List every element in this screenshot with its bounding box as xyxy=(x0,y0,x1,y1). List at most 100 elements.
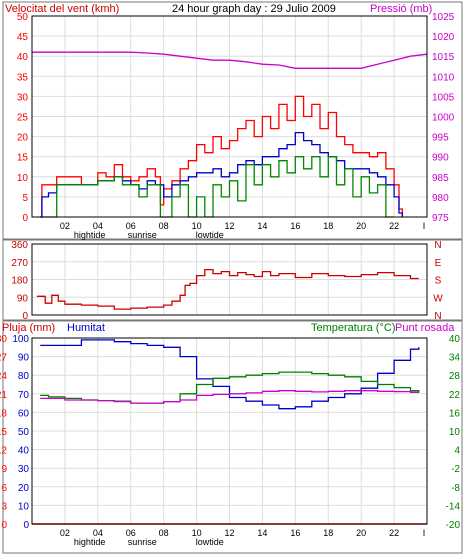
x-tick-label: 12 xyxy=(224,221,234,231)
y-right-tick-label: 975 xyxy=(432,213,449,224)
humidity-title: Humitat xyxy=(67,322,105,334)
wind-panel-frame xyxy=(2,1,463,240)
y-right-tick-label: 1005 xyxy=(432,92,455,103)
x-tick-label: 14 xyxy=(257,221,267,231)
y-temperature-tick-label: -8 xyxy=(451,483,460,494)
y-left-tick-label: 40 xyxy=(17,52,29,63)
x-tick-label: 06 xyxy=(126,528,136,538)
direction-panel-frame xyxy=(2,239,463,321)
x-tick-label: 02 xyxy=(60,221,70,231)
y-rain-tick-label: 24 xyxy=(0,371,7,382)
y-left-tick-label: 270 xyxy=(11,258,28,269)
y-rain-tick-label: 18 xyxy=(0,408,7,419)
event-label-sunrise: sunrise xyxy=(128,230,157,240)
y-rain-tick-label: 3 xyxy=(1,501,7,512)
y-humidity-tick-label: 80 xyxy=(18,371,30,382)
y-humidity-tick-label: 50 xyxy=(18,427,30,438)
series-gust xyxy=(40,95,403,218)
y-right-tick-label: 1000 xyxy=(432,113,455,124)
x-tick-label: 14 xyxy=(257,528,267,538)
y-left-tick-label: 10 xyxy=(17,173,29,184)
y-temperature-tick-label: 28 xyxy=(449,371,461,382)
y-rain-tick-label: 21 xyxy=(0,390,7,401)
y-humidity-tick-label: 70 xyxy=(18,390,30,401)
compass-tick-label: E xyxy=(435,258,442,269)
y-temperature-tick-label: -20 xyxy=(446,520,461,531)
event-label-hightide: hightide xyxy=(74,230,106,240)
x-tick-label: 12 xyxy=(224,528,234,538)
x-tick-label: 04 xyxy=(93,221,103,231)
x-tick-label: 22 xyxy=(389,221,399,231)
y-rain-tick-label: 30 xyxy=(0,334,7,345)
series-pressure xyxy=(32,51,428,69)
y-left-tick-label: 90 xyxy=(17,293,29,304)
wind-speed-title: Velocitat del vent (kmh) xyxy=(5,3,119,15)
x-tick-label: 04 xyxy=(93,528,103,538)
y-left-tick-label: 180 xyxy=(11,276,28,287)
y-temperature-tick-label: 34 xyxy=(449,353,461,364)
pressure-title: Pressió (mb) xyxy=(370,3,432,15)
x-tick-label: 18 xyxy=(323,221,333,231)
y-left-tick-label: 0 xyxy=(22,213,28,224)
y-rain-tick-label: 9 xyxy=(1,464,7,475)
rain-title: Pluja (mm) xyxy=(2,322,55,334)
y-right-tick-label: 1015 xyxy=(432,52,455,63)
y-temperature-tick-label: 22 xyxy=(449,390,461,401)
y-left-tick-label: 360 xyxy=(11,240,28,251)
wind-panel-grid xyxy=(32,15,428,218)
series-humidity xyxy=(40,339,420,410)
y-humidity-tick-label: 60 xyxy=(18,408,30,419)
y-humidity-tick-label: 10 xyxy=(18,501,30,512)
event-label-lowtide: lowtide xyxy=(196,230,224,240)
compass-tick-label: W xyxy=(433,293,443,304)
climate-panel-frame xyxy=(2,320,463,554)
event-label-lowtide: lowtide xyxy=(196,537,224,547)
y-temperature-tick-label: -2 xyxy=(451,464,460,475)
wind-plot-border xyxy=(31,15,428,218)
y-temperature-tick-label: -14 xyxy=(446,501,461,512)
x-tick-label: 08 xyxy=(159,528,169,538)
x-tick-label: 02 xyxy=(60,528,70,538)
y-left-tick-label: 30 xyxy=(17,92,29,103)
x-tick-label: I xyxy=(423,221,426,231)
y-left-tick-label: 25 xyxy=(17,113,29,124)
y-temperature-tick-label: 16 xyxy=(449,408,461,419)
y-left-tick-label: 0 xyxy=(22,311,28,322)
y-left-tick-label: 15 xyxy=(17,153,29,164)
x-tick-label: 16 xyxy=(290,528,300,538)
temperature-title: Temperatura (°C) xyxy=(311,322,395,334)
y-temperature-tick-label: 40 xyxy=(449,334,461,345)
y-right-tick-label: 1025 xyxy=(432,12,455,23)
y-right-tick-label: 1010 xyxy=(432,72,455,83)
y-left-tick-label: 50 xyxy=(17,12,29,23)
dewpoint-title: Punt rosada xyxy=(395,322,455,334)
y-right-tick-label: 990 xyxy=(432,153,449,164)
y-rain-tick-label: 0 xyxy=(1,520,7,531)
y-humidity-tick-label: 30 xyxy=(18,464,30,475)
direction-plot-border xyxy=(31,243,428,316)
x-tick-label: 20 xyxy=(356,221,366,231)
y-rain-tick-label: 12 xyxy=(0,446,7,457)
y-temperature-tick-label: 4 xyxy=(454,446,460,457)
x-tick-label: 22 xyxy=(389,528,399,538)
climate-plot-border xyxy=(31,337,428,525)
y-left-tick-label: 35 xyxy=(17,72,29,83)
series-direction xyxy=(36,268,419,310)
x-tick-label: I xyxy=(423,528,426,538)
x-tick-label: 18 xyxy=(323,528,333,538)
y-right-tick-label: 995 xyxy=(432,133,449,144)
wind-panel-series xyxy=(32,51,428,218)
y-left-tick-label: 20 xyxy=(17,133,29,144)
y-humidity-tick-label: 20 xyxy=(18,483,30,494)
event-label-sunrise: sunrise xyxy=(128,537,157,547)
x-tick-label: 06 xyxy=(126,221,136,231)
compass-tick-label: N xyxy=(434,311,441,322)
y-humidity-tick-label: 40 xyxy=(18,446,30,457)
y-humidity-tick-label: 100 xyxy=(12,334,29,345)
series-dewpoint xyxy=(40,390,420,404)
compass-tick-label: S xyxy=(435,276,442,287)
y-temperature-tick-label: 10 xyxy=(449,427,461,438)
x-tick-label: 10 xyxy=(192,528,202,538)
